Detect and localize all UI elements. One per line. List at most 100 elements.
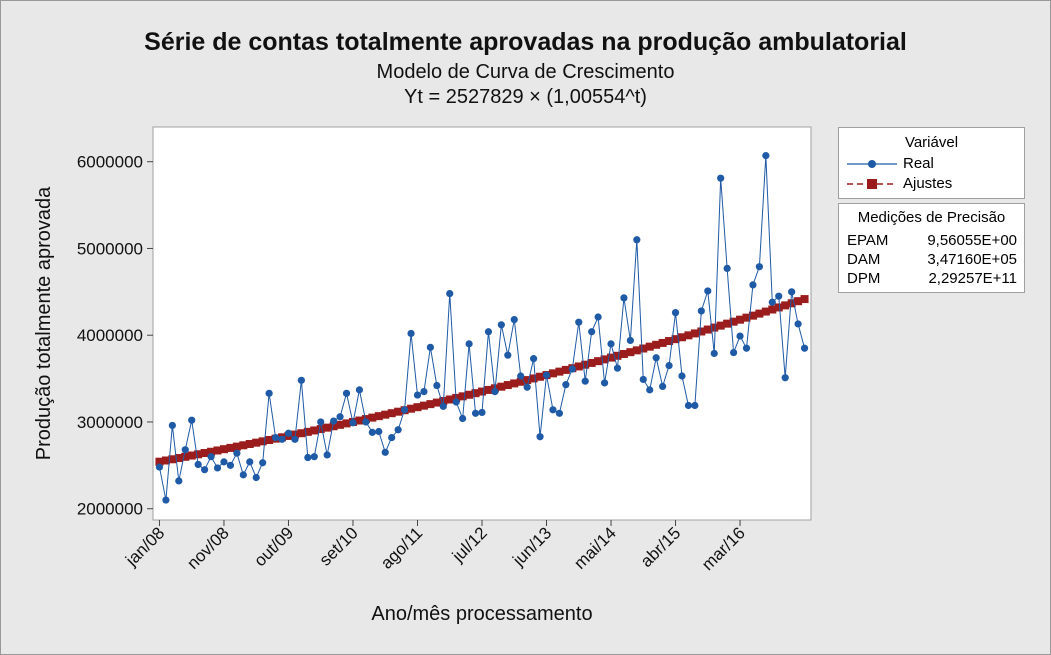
real-point [484,328,493,336]
real-point [581,377,589,385]
fit-point [168,455,177,464]
real-point [413,391,422,399]
real-point [233,449,241,457]
real-point [284,429,293,437]
y-tick-label: 3000000 [77,413,143,432]
fit-point [497,382,506,391]
legend-item-real: Real [839,154,1024,174]
real-point [471,409,480,417]
real-point [742,344,751,352]
fit-point [652,340,661,349]
fit-point [316,425,325,434]
x-tick-label: abr/15 [637,523,685,571]
accuracy-value: 3,47160E+05 [927,251,1017,268]
fit-point [213,446,222,455]
y-tick-label: 5000000 [77,239,143,258]
fit-point [587,358,596,367]
fit-point [290,430,299,439]
real-point [188,416,196,424]
y-tick-label: 4000000 [77,326,143,345]
fit-point [232,442,241,451]
fit-point [252,438,261,447]
fit-point [200,449,209,458]
real-point [439,402,447,410]
fit-point [407,404,416,413]
x-tick-label: mai/14 [570,523,620,573]
real-point [155,463,164,471]
y-axis-label: Produção totalmente aprovada [33,186,55,460]
real-point [194,460,202,469]
real-point [259,459,267,467]
real-point [568,365,576,373]
real-point [355,386,364,394]
real-point [349,419,357,427]
real-point [575,318,583,326]
fit-point [323,423,332,432]
real-point [388,433,396,442]
fit-point [258,437,267,446]
fit-point [755,309,764,318]
real-point [252,473,260,482]
real-point [736,332,744,340]
real-point [794,320,802,328]
fit-point [787,299,796,308]
legend-label-ajustes: Ajustes [903,175,953,192]
fit-point [671,335,680,344]
real-point [459,414,467,423]
fit-point [774,303,783,312]
real-point [504,351,512,359]
fit-point [310,426,319,435]
real-point [201,466,209,474]
fit-point [742,313,751,322]
real-point [762,152,770,160]
fit-point [381,410,390,419]
real-point [362,418,370,426]
real-point [220,458,228,466]
fit-point [658,338,667,347]
real-point [530,355,538,363]
real-point [723,264,731,273]
real-point [278,435,286,443]
fit-point [516,377,525,386]
fit-point [529,374,538,383]
real-point [304,453,312,462]
chart-title: Série de contas totalmente aprovadas na … [144,28,907,56]
fit-point [374,412,383,421]
fit-point [710,323,719,332]
fit-point [458,392,467,401]
fit-point [419,401,428,410]
fit-point [639,344,648,353]
real-point [775,292,783,300]
legend: Variável Real Ajustes [838,127,1025,199]
real-point [375,427,383,436]
fit-point [794,297,803,306]
real-point [433,381,441,390]
fit-point [523,376,532,385]
real-point [271,433,280,442]
fit-point [677,333,686,342]
real-point [684,401,693,410]
fit-point [471,389,480,398]
real-point [600,379,609,387]
real-point [323,451,331,459]
real-point [446,289,454,298]
fit-point [226,443,235,452]
fit-point [239,441,248,450]
fit-point [426,400,435,409]
real-point [310,453,318,461]
accuracy-value: 9,56055E+00 [927,232,1017,249]
real-point [342,389,351,397]
real-point [478,408,486,417]
x-tick-label: jan/08 [121,523,168,570]
fit-point [723,319,732,328]
real-point [162,496,170,504]
real-point [594,313,602,321]
real-point [394,426,402,434]
real-point [562,381,570,389]
real-point [788,288,796,296]
fit-point [619,349,628,358]
fit-point [161,456,170,465]
fit-point [781,301,790,310]
real-point [239,471,247,479]
real-point [213,464,222,472]
